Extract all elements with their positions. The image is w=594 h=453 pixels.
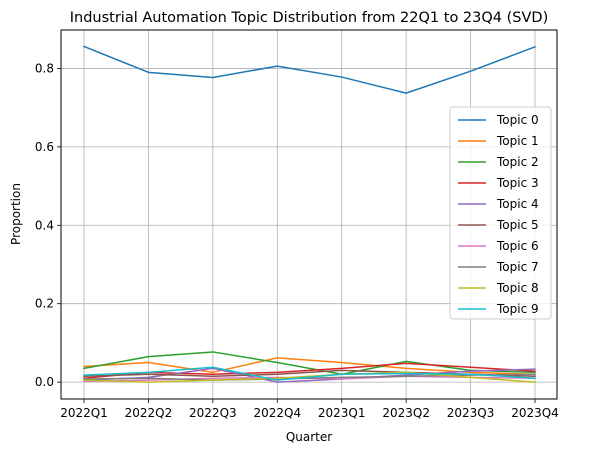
- x-axis-label: Quarter: [286, 430, 332, 444]
- x-tick-label: 2022Q1: [60, 406, 108, 420]
- x-tick-label: 2023Q1: [318, 406, 366, 420]
- legend-label: Topic 9: [496, 302, 539, 316]
- series-line-topic-4: [83, 367, 536, 383]
- legend-label: Topic 7: [496, 260, 539, 274]
- y-tick-label: 0.2: [35, 297, 54, 311]
- x-tick-label: 2023Q2: [382, 406, 430, 420]
- y-tick-label: 0.4: [35, 218, 54, 232]
- x-axis: 2022Q1 2022Q2 2022Q3 2022Q4 2023Q1 2023Q2 2023…: [60, 399, 559, 420]
- legend-label: Topic 2: [496, 155, 539, 169]
- legend-label: Topic 6: [496, 239, 539, 253]
- y-axis: 0.0 0.2 0.4 0.6 0.8: [35, 61, 61, 389]
- series-line-topic-0: [83, 45, 536, 94]
- legend-label: Topic 8: [496, 281, 539, 295]
- legend: Topic 0 Topic 1 Topic 2 Topic 3 Topic 4 Topic…: [449, 106, 552, 320]
- y-tick-label: 0.0: [35, 375, 54, 389]
- series-line-topic-9: [83, 366, 536, 381]
- series-lines: [83, 45, 536, 383]
- x-tick-label: 2022Q2: [125, 406, 173, 420]
- x-tick-label: 2022Q3: [189, 406, 237, 420]
- legend-label: Topic 4: [496, 197, 539, 211]
- x-tick-label: 2023Q4: [511, 406, 559, 420]
- y-tick-label: 0.6: [35, 140, 54, 154]
- legend-label: Topic 1: [496, 134, 539, 148]
- y-tick-label: 0.8: [35, 61, 54, 75]
- legend-label: Topic 5: [496, 218, 539, 232]
- legend-label: Topic 0: [496, 113, 539, 127]
- x-tick-label: 2023Q3: [447, 406, 495, 420]
- legend-box: [449, 106, 552, 320]
- plot-frame: [60, 29, 558, 400]
- series-line-topic-2: [83, 351, 536, 376]
- series-line-topic-7: [83, 373, 536, 381]
- x-tick-label: 2022Q4: [253, 406, 301, 420]
- y-axis-label: Proportion: [9, 183, 23, 245]
- chart-title: Industrial Automation Topic Distribution…: [70, 10, 548, 26]
- series-line-topic-8: [83, 371, 536, 383]
- series-line-topic-3: [83, 362, 536, 380]
- legend-label: Topic 3: [496, 176, 539, 190]
